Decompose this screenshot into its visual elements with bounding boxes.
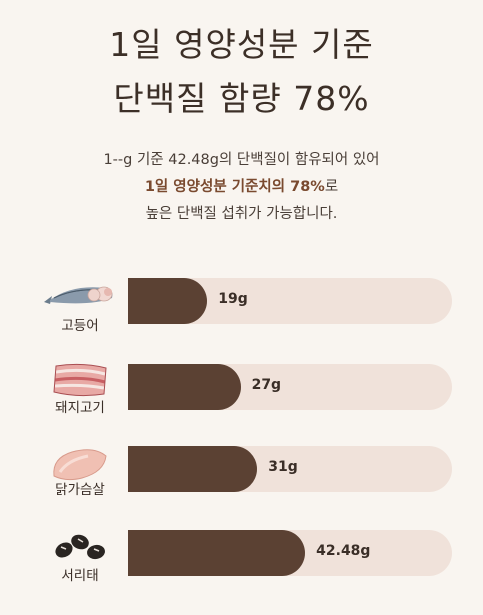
description-line-3: 높은 단백질 섭취가 가능합니다. (145, 206, 338, 222)
description-suffix: 로 (324, 179, 339, 195)
bar-track (128, 530, 452, 576)
title-line-2: 단백질 함량 78% (113, 79, 370, 118)
bar-row-pork: 돼지고기 27g (0, 360, 483, 440)
black-beans-icon (55, 534, 105, 560)
pork-icon (53, 363, 107, 397)
bar-track (128, 446, 452, 492)
description-line-2: 1일 영양성분 기준치의 78%로 (0, 175, 483, 196)
chicken-breast-icon (53, 449, 107, 481)
food-label: 닭가슴살 (55, 482, 105, 498)
bar-fill (128, 278, 208, 324)
bar-track (128, 278, 452, 324)
bar-value-label: 42.48g (316, 543, 371, 559)
mackerel-icon (44, 286, 113, 304)
bar-fill (128, 364, 241, 410)
food-label: 고등어 (61, 318, 99, 334)
bar-row-mackerel: 고등어 19g (0, 276, 483, 356)
bar-track (128, 364, 452, 410)
food-label: 서리태 (61, 568, 99, 584)
bar-value-label: 31g (268, 459, 298, 475)
description-line-1: 1--g 기준 42.48g의 단백질이 함유되어 있어 (103, 152, 380, 168)
bar-value-label: 19g (218, 291, 248, 307)
food-label: 돼지고기 (55, 400, 105, 416)
title-line-1: 1일 영양성분 기준 (109, 25, 374, 64)
description-highlight: 1일 영양성분 기준치의 78% (144, 179, 325, 195)
bar-fill (128, 530, 306, 576)
bar-row-chicken: 닭가슴살 31g (0, 444, 483, 524)
bar-fill (128, 446, 258, 492)
bar-value-label: 27g (251, 377, 282, 393)
bar-row-black-beans: 서리태 42.48g (0, 528, 483, 608)
